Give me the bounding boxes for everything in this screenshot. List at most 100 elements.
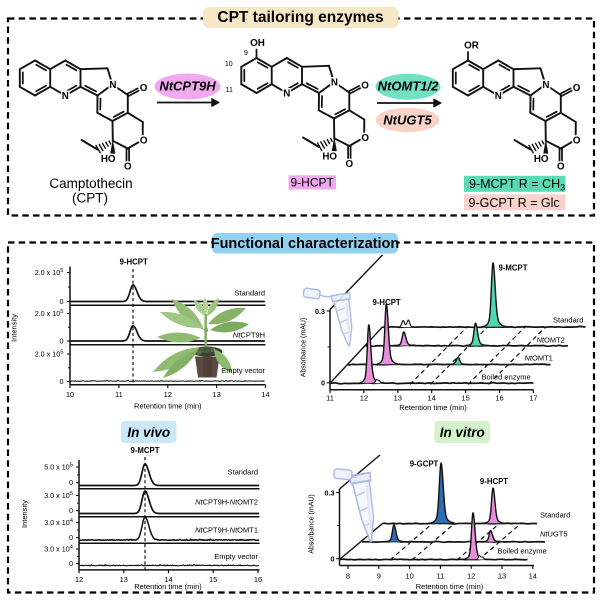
svg-text:9-HCPT: 9-HCPT — [291, 175, 335, 189]
svg-text:Empty vector: Empty vector — [214, 552, 258, 561]
svg-text:O: O — [557, 162, 565, 173]
svg-text:9-HCPT: 9-HCPT — [373, 298, 401, 307]
svg-text:13: 13 — [212, 390, 220, 399]
svg-text:13: 13 — [120, 575, 128, 584]
svg-text:Boiled enzyme: Boiled enzyme — [498, 547, 547, 556]
svg-text:O: O — [140, 135, 148, 146]
svg-text:OH: OH — [250, 38, 265, 49]
svg-text:12: 12 — [467, 572, 475, 581]
svg-text:13: 13 — [394, 394, 402, 403]
svg-text:11: 11 — [115, 390, 123, 399]
svg-text:11: 11 — [326, 394, 334, 403]
svg-text:O: O — [573, 83, 581, 94]
svg-text:0: 0 — [69, 559, 73, 568]
svg-text:O: O — [361, 80, 369, 91]
svg-text:11: 11 — [437, 572, 445, 581]
svg-text:15: 15 — [461, 394, 469, 403]
svg-text:0: 0 — [60, 297, 64, 306]
svg-text:16: 16 — [495, 394, 503, 403]
svg-text:3.0 x 104: 3.0 x 104 — [44, 518, 74, 527]
svg-text:17: 17 — [529, 394, 537, 403]
svg-text:14: 14 — [164, 575, 172, 584]
svg-text:Functional characterization: Functional characterization — [211, 236, 400, 252]
svg-text:N: N — [495, 91, 502, 102]
svg-text:Standard: Standard — [235, 289, 265, 298]
svg-text:12: 12 — [164, 390, 172, 399]
svg-text:N: N — [542, 80, 549, 91]
svg-text:HO: HO — [322, 152, 337, 163]
svg-text:NtOMT1/2: NtOMT1/2 — [378, 79, 439, 94]
svg-text:9: 9 — [377, 572, 381, 581]
svg-text:O: O — [345, 159, 353, 170]
svg-text:0: 0 — [69, 478, 73, 487]
svg-text:0: 0 — [69, 506, 73, 515]
svg-text:9-GCPT: 9-GCPT — [410, 460, 439, 469]
svg-text:12: 12 — [75, 575, 83, 584]
svg-text:N: N — [331, 78, 338, 89]
svg-text:0: 0 — [331, 554, 335, 563]
svg-text:Standard: Standard — [540, 511, 570, 520]
svg-text:2.0 x 105: 2.0 x 105 — [35, 268, 64, 277]
svg-text:10: 10 — [225, 61, 233, 68]
svg-text:Standard: Standard — [228, 468, 258, 477]
svg-text:16: 16 — [254, 575, 262, 584]
svg-text:9-MCPT: 9-MCPT — [130, 446, 159, 455]
svg-text:N: N — [109, 80, 116, 91]
svg-text:9-HCPT: 9-HCPT — [120, 258, 148, 267]
svg-text:11: 11 — [226, 87, 233, 94]
svg-text:O: O — [140, 83, 148, 94]
svg-text:In vivo: In vivo — [127, 425, 170, 440]
svg-text:NtUGT5: NtUGT5 — [540, 530, 568, 539]
svg-text:NtUGT5: NtUGT5 — [383, 112, 432, 127]
svg-text:2.0 x 105: 2.0 x 105 — [35, 309, 64, 318]
svg-text:15: 15 — [209, 575, 217, 584]
svg-text:NtCPT9H: NtCPT9H — [233, 331, 265, 340]
svg-text:Absorbance (mAU): Absorbance (mAU) — [301, 318, 308, 378]
svg-text:HO: HO — [101, 154, 116, 165]
svg-text:0: 0 — [60, 337, 64, 346]
svg-text:OR: OR — [464, 41, 479, 52]
svg-text:N: N — [62, 91, 69, 102]
svg-text:NtCPT9H-NtOMT2: NtCPT9H-NtOMT2 — [195, 497, 258, 506]
svg-text:Retention time (min): Retention time (min) — [416, 582, 484, 591]
svg-text:(CPT): (CPT) — [72, 191, 108, 206]
svg-text:Intensity: Intensity — [20, 500, 29, 528]
svg-text:Intensity: Intensity — [10, 314, 19, 342]
svg-text:In vitro: In vitro — [440, 425, 485, 440]
svg-text:9-GCPT R = Glc: 9-GCPT R = Glc — [469, 196, 560, 210]
svg-text:NtCPT9H: NtCPT9H — [159, 79, 216, 94]
svg-text:2.0 x 105: 2.0 x 105 — [35, 350, 64, 359]
svg-text:NtOMT1: NtOMT1 — [525, 354, 553, 363]
svg-text:0.3: 0.3 — [315, 307, 325, 316]
svg-text:3.0 x 104: 3.0 x 104 — [44, 545, 74, 554]
svg-text:14: 14 — [529, 572, 537, 581]
svg-text:9-HCPT: 9-HCPT — [480, 477, 508, 486]
svg-text:Absorbance (mAU): Absorbance (mAU) — [309, 494, 316, 554]
svg-text:Empty vector: Empty vector — [221, 366, 265, 375]
svg-text:O: O — [124, 162, 132, 173]
svg-text:10: 10 — [66, 390, 74, 399]
svg-text:0: 0 — [321, 378, 325, 387]
svg-text:9-MCPT: 9-MCPT — [499, 264, 528, 273]
svg-text:0: 0 — [60, 377, 64, 386]
svg-text:10: 10 — [405, 572, 413, 581]
svg-text:HO: HO — [534, 154, 549, 165]
svg-text:0.3: 0.3 — [325, 488, 335, 497]
svg-text:14: 14 — [261, 390, 269, 399]
svg-text:O: O — [573, 135, 581, 146]
svg-text:14: 14 — [428, 394, 436, 403]
svg-text:Camptothecin: Camptothecin — [49, 176, 132, 191]
svg-text:NtOMT2: NtOMT2 — [537, 336, 565, 345]
svg-text:Retention time (min): Retention time (min) — [134, 402, 202, 411]
svg-text:Retention time (min): Retention time (min) — [399, 403, 467, 412]
svg-text:Retention time (min): Retention time (min) — [134, 582, 202, 591]
svg-text:12: 12 — [360, 394, 368, 403]
svg-text:NtCPT9H-NtOMT1: NtCPT9H-NtOMT1 — [195, 525, 258, 534]
svg-text:0: 0 — [69, 533, 73, 542]
svg-text:Standard: Standard — [553, 316, 583, 325]
svg-text:9: 9 — [244, 50, 248, 57]
svg-text:O: O — [361, 133, 369, 144]
svg-text:N: N — [283, 89, 290, 100]
svg-text:5.0 x 105: 5.0 x 105 — [44, 463, 73, 472]
svg-text:9-MCPT R = CH3: 9-MCPT R = CH3 — [469, 177, 565, 192]
